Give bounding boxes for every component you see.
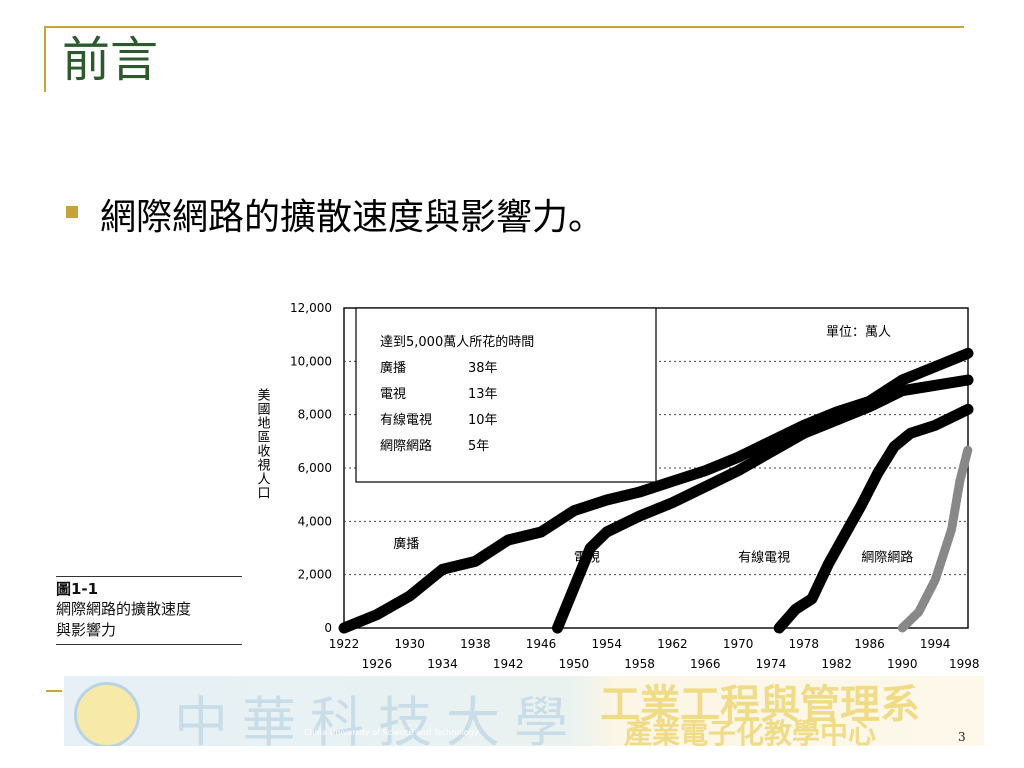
x-tick-label: 1958: [624, 657, 655, 671]
y-tick-label: 6,000: [298, 461, 332, 475]
figure-number: 圖1-1: [56, 580, 99, 598]
legend-medium: 有線電視: [380, 412, 432, 428]
x-tick-label: 1954: [591, 637, 622, 651]
x-tick-label: 1966: [690, 657, 721, 671]
series-line: [897, 444, 973, 633]
x-tick-label: 1938: [460, 637, 491, 651]
slide-title: 前言: [62, 32, 159, 88]
y-tick-label: 2,000: [298, 568, 332, 582]
figure-caption-line1: 網際網路的擴散速度: [56, 600, 192, 619]
legend-years: 10年: [468, 413, 498, 428]
header-rule-left: [44, 26, 46, 92]
x-tick-label: 1982: [821, 657, 852, 671]
header-rule-top: [44, 26, 964, 28]
y-tick-label: 10,000: [290, 354, 332, 368]
unit-label: 單位：萬人: [826, 325, 891, 340]
legend-years: 38年: [468, 361, 498, 376]
legend-medium: 廣播: [380, 361, 406, 376]
school-seal-icon: [74, 682, 140, 746]
legend-title: 達到5,000萬人所花的時間: [380, 334, 534, 350]
legend-box: [355, 307, 657, 483]
x-tick-label: 1962: [657, 637, 688, 651]
legend-years: 13年: [468, 387, 498, 402]
footer-banner: 中華科技大學 China University of Science and T…: [64, 676, 984, 746]
y-tick-label: 12,000: [290, 301, 332, 315]
x-tick-label: 1934: [427, 657, 458, 671]
y-tick-label: 8,000: [298, 408, 332, 422]
footer-dash: [46, 690, 62, 692]
figure-caption: 圖1-1 網際網路的擴散速度 與影響力: [56, 576, 242, 645]
x-tick-label: 1970: [723, 637, 754, 651]
series-label: 廣播: [393, 537, 419, 552]
x-tick-label: 1942: [493, 657, 524, 671]
legend-medium: 電視: [380, 387, 406, 402]
series-line: [552, 374, 974, 634]
x-tick-label: 1998E: [949, 657, 980, 671]
figure-caption-line2: 與影響力: [56, 620, 117, 639]
legend-medium: 網際網路: [380, 438, 432, 454]
school-name: 中華科技大學: [174, 691, 582, 746]
x-tick-label: 1986: [854, 637, 885, 651]
x-tick-label: 1922: [329, 637, 360, 651]
series-label: 網際網路: [861, 549, 913, 565]
series-line: [773, 403, 974, 634]
diffusion-chart: 0 2,000 4,000 6,000 8,000 10,000 12,000 1922 193…: [255, 301, 981, 671]
x-tick-label: 1978: [789, 637, 820, 651]
legend-years: 5年: [468, 439, 489, 454]
series-label: 有線電視: [738, 549, 790, 565]
x-tick-label: 1930: [394, 637, 425, 651]
page-number: 3: [958, 730, 966, 744]
x-tick-label: 1926: [362, 657, 393, 671]
y-tick-label: 0: [324, 621, 332, 635]
bullet-text: 網際網路的擴散速度與影響力。: [100, 197, 605, 238]
x-tick-label: 1950: [559, 657, 590, 671]
x-tick-label: 1946: [526, 637, 557, 651]
y-tick-label: 4,000: [298, 514, 332, 528]
department-name: 工業工程與管理系: [600, 681, 920, 728]
bullet-square-icon: [66, 206, 78, 218]
school-name-en: China University of Science and Technolo…: [304, 728, 479, 737]
y-axis-label: 美國地區收視人口: [255, 388, 271, 500]
x-tick-label: 1994: [920, 637, 951, 651]
x-tick-label: 1974: [756, 657, 787, 671]
center-name: 產業電子化教學中心: [624, 717, 877, 746]
series-label: 電視: [574, 550, 600, 565]
x-tick-label: 1990: [887, 657, 918, 671]
